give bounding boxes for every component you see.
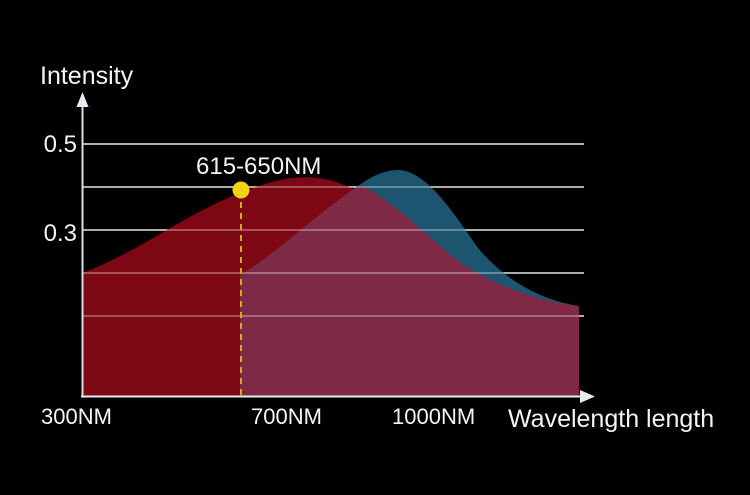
x-axis-title: Wavelength length (508, 405, 714, 433)
x-tick-300nm: 300NM (41, 404, 112, 429)
x-axis-arrow-icon (580, 390, 595, 403)
gridlines-over (83, 143, 584, 317)
x-tick-700nm: 700NM (251, 404, 322, 429)
overlap-area (240, 186, 579, 397)
y-axis-title: Intensity (40, 62, 134, 90)
annotation-label: 615-650NM (196, 153, 321, 180)
y-tick-0.3: 0.3 (44, 220, 77, 247)
y-tick-0.5: 0.5 (44, 131, 77, 158)
y-axis-arrow-icon (76, 92, 89, 107)
x-axis (81, 390, 595, 403)
annotation-marker-dot (232, 181, 250, 199)
x-tick-1000nm: 1000NM (392, 404, 475, 429)
y-axis (76, 92, 89, 398)
